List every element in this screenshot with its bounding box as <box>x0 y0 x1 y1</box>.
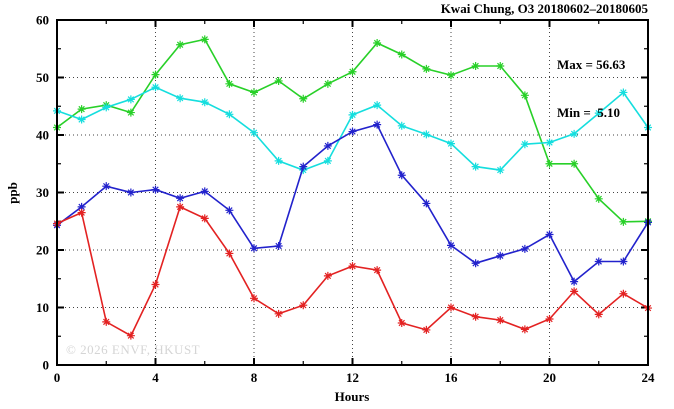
chart-title: Kwai Chung, O3 20180602–20180605 <box>440 1 648 16</box>
y-axis-label: ppb <box>5 182 20 204</box>
series-red-markers <box>53 202 652 340</box>
plot-border <box>56 19 649 366</box>
y-tick-label: 10 <box>36 300 49 315</box>
min-annotation: Min = 5.10 <box>557 105 621 120</box>
x-tick-label: 0 <box>54 370 61 385</box>
y-tick-label: 30 <box>36 185 49 200</box>
max-annotation: Max = 56.63 <box>557 57 626 72</box>
series-red <box>53 202 652 340</box>
series-blue <box>53 120 652 286</box>
y-tick-label: 20 <box>36 243 49 258</box>
tick-labels: 0 10 20 30 40 50 60 0 4 8 12 16 20 24 <box>36 13 655 386</box>
x-tick-label: 12 <box>346 370 359 385</box>
x-tick-label: 8 <box>251 370 258 385</box>
max-min-annotation: Max = 56.63 Min = 5.10 <box>557 25 625 153</box>
x-tick-label: 24 <box>642 370 656 385</box>
y-tick-label: 0 <box>43 358 50 373</box>
x-axis-label: Hours <box>334 389 370 404</box>
x-tick-label: 16 <box>445 370 459 385</box>
x-tick-label: 20 <box>543 370 556 385</box>
y-tick-label: 50 <box>36 70 49 85</box>
y-tick-label: 40 <box>36 128 49 143</box>
x-tick-label: 4 <box>152 370 159 385</box>
watermark: © 2026 ENVF, HKUST <box>66 342 201 357</box>
y-tick-label: 60 <box>36 13 49 28</box>
